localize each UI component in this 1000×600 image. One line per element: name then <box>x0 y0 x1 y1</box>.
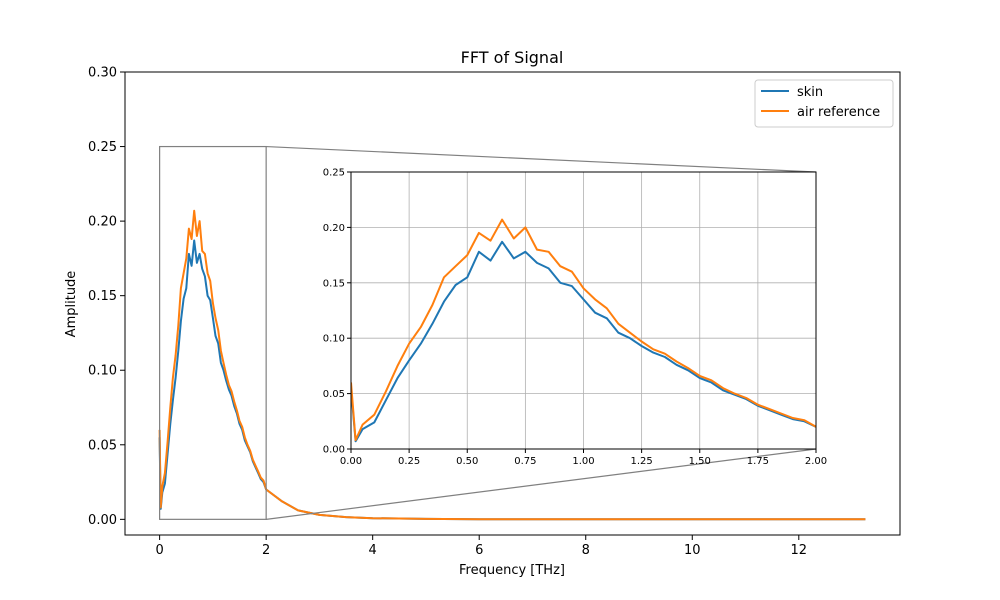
inset-x-tick-label: 1.50 <box>689 456 711 467</box>
y-tick-label: 0.30 <box>88 66 117 81</box>
inset-y-tick-label: 0.25 <box>323 168 345 179</box>
y-tick-label: 0.25 <box>88 140 117 155</box>
inset-y-tick-label: 0.15 <box>323 278 345 289</box>
legend-label-skin: skin <box>797 85 823 100</box>
y-axis-title: Amplitude <box>64 271 79 338</box>
zoom-connector-top <box>266 145 817 173</box>
inset-plot-area: 0.00 0.25 0.50 0.75 1.00 1.25 1.50 1.75 2.00 0.0… <box>323 168 827 468</box>
inset-x-tick-label: 0.50 <box>456 456 478 467</box>
zoom-region-box <box>159 145 267 520</box>
legend: skin air reference <box>754 79 894 128</box>
y-tick-label: 0.15 <box>88 289 117 304</box>
x-tick-label: 12 <box>791 543 808 558</box>
legend-box <box>754 79 894 128</box>
x-tick-label: 10 <box>684 543 701 558</box>
legend-label-air-reference: air reference <box>797 105 880 120</box>
y-tick-label: 0.10 <box>88 364 117 379</box>
inset-x-tick-label: 1.00 <box>572 456 594 467</box>
inset-x-tick-label: 0.00 <box>340 456 362 467</box>
inset-x-tick-label: 1.25 <box>630 456 652 467</box>
inset-y-tick-label: 0.20 <box>323 223 345 234</box>
x-tick-label: 2 <box>262 543 270 558</box>
inset-x-tick-label: 0.75 <box>514 456 536 467</box>
inset-y-tick-label: 0.00 <box>323 445 345 456</box>
main-axes-frame <box>124 71 901 536</box>
x-tick-label: 0 <box>155 543 163 558</box>
x-tick-label: 8 <box>582 543 590 558</box>
main-series-line-air-reference <box>158 209 866 521</box>
y-tick-label: 0.00 <box>88 513 117 528</box>
inset-series-line-air-reference <box>351 218 816 442</box>
x-axis-title: Frequency [THz] <box>459 563 565 578</box>
x-tick-label: 4 <box>369 543 377 558</box>
y-tick-label: 0.05 <box>88 438 117 453</box>
chart-title: FFT of Signal <box>461 48 564 67</box>
inset-x-tick-label: 1.75 <box>747 456 769 467</box>
y-tick-label: 0.20 <box>88 215 117 230</box>
x-tick-label: 6 <box>475 543 483 558</box>
zoom-connector-bottom <box>266 448 817 520</box>
inset-x-tick-label: 2.00 <box>805 456 827 467</box>
inset-x-tick-label: 0.25 <box>398 456 420 467</box>
inset-y-tick-label: 0.10 <box>323 334 345 345</box>
inset-y-tick-label: 0.05 <box>323 389 345 400</box>
